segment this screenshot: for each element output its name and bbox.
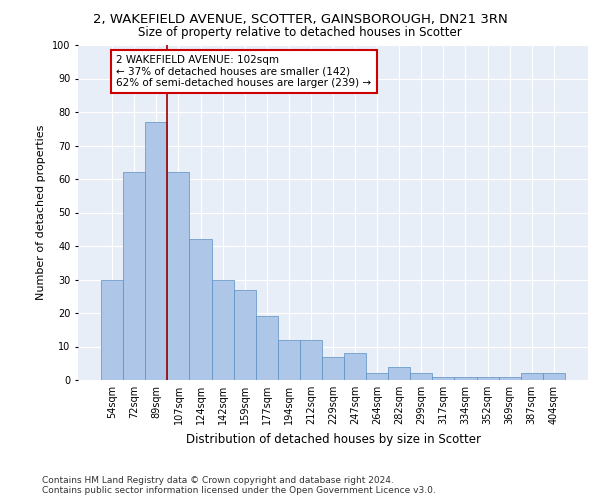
- Text: Contains HM Land Registry data © Crown copyright and database right 2024.
Contai: Contains HM Land Registry data © Crown c…: [42, 476, 436, 495]
- Y-axis label: Number of detached properties: Number of detached properties: [37, 125, 46, 300]
- Text: 2 WAKEFIELD AVENUE: 102sqm
← 37% of detached houses are smaller (142)
62% of sem: 2 WAKEFIELD AVENUE: 102sqm ← 37% of deta…: [116, 55, 371, 88]
- Bar: [499, 376, 521, 380]
- Text: Size of property relative to detached houses in Scotter: Size of property relative to detached ho…: [138, 26, 462, 39]
- Bar: [476, 376, 499, 380]
- Bar: [101, 280, 123, 380]
- Bar: [521, 374, 543, 380]
- Bar: [256, 316, 278, 380]
- X-axis label: Distribution of detached houses by size in Scotter: Distribution of detached houses by size …: [185, 432, 481, 446]
- Bar: [344, 353, 366, 380]
- Bar: [322, 356, 344, 380]
- Bar: [167, 172, 190, 380]
- Bar: [388, 366, 410, 380]
- Bar: [300, 340, 322, 380]
- Bar: [454, 376, 476, 380]
- Bar: [212, 280, 233, 380]
- Bar: [190, 240, 212, 380]
- Bar: [410, 374, 433, 380]
- Bar: [366, 374, 388, 380]
- Bar: [123, 172, 145, 380]
- Bar: [278, 340, 300, 380]
- Bar: [433, 376, 454, 380]
- Bar: [233, 290, 256, 380]
- Bar: [543, 374, 565, 380]
- Text: 2, WAKEFIELD AVENUE, SCOTTER, GAINSBOROUGH, DN21 3RN: 2, WAKEFIELD AVENUE, SCOTTER, GAINSBOROU…: [92, 12, 508, 26]
- Bar: [145, 122, 167, 380]
